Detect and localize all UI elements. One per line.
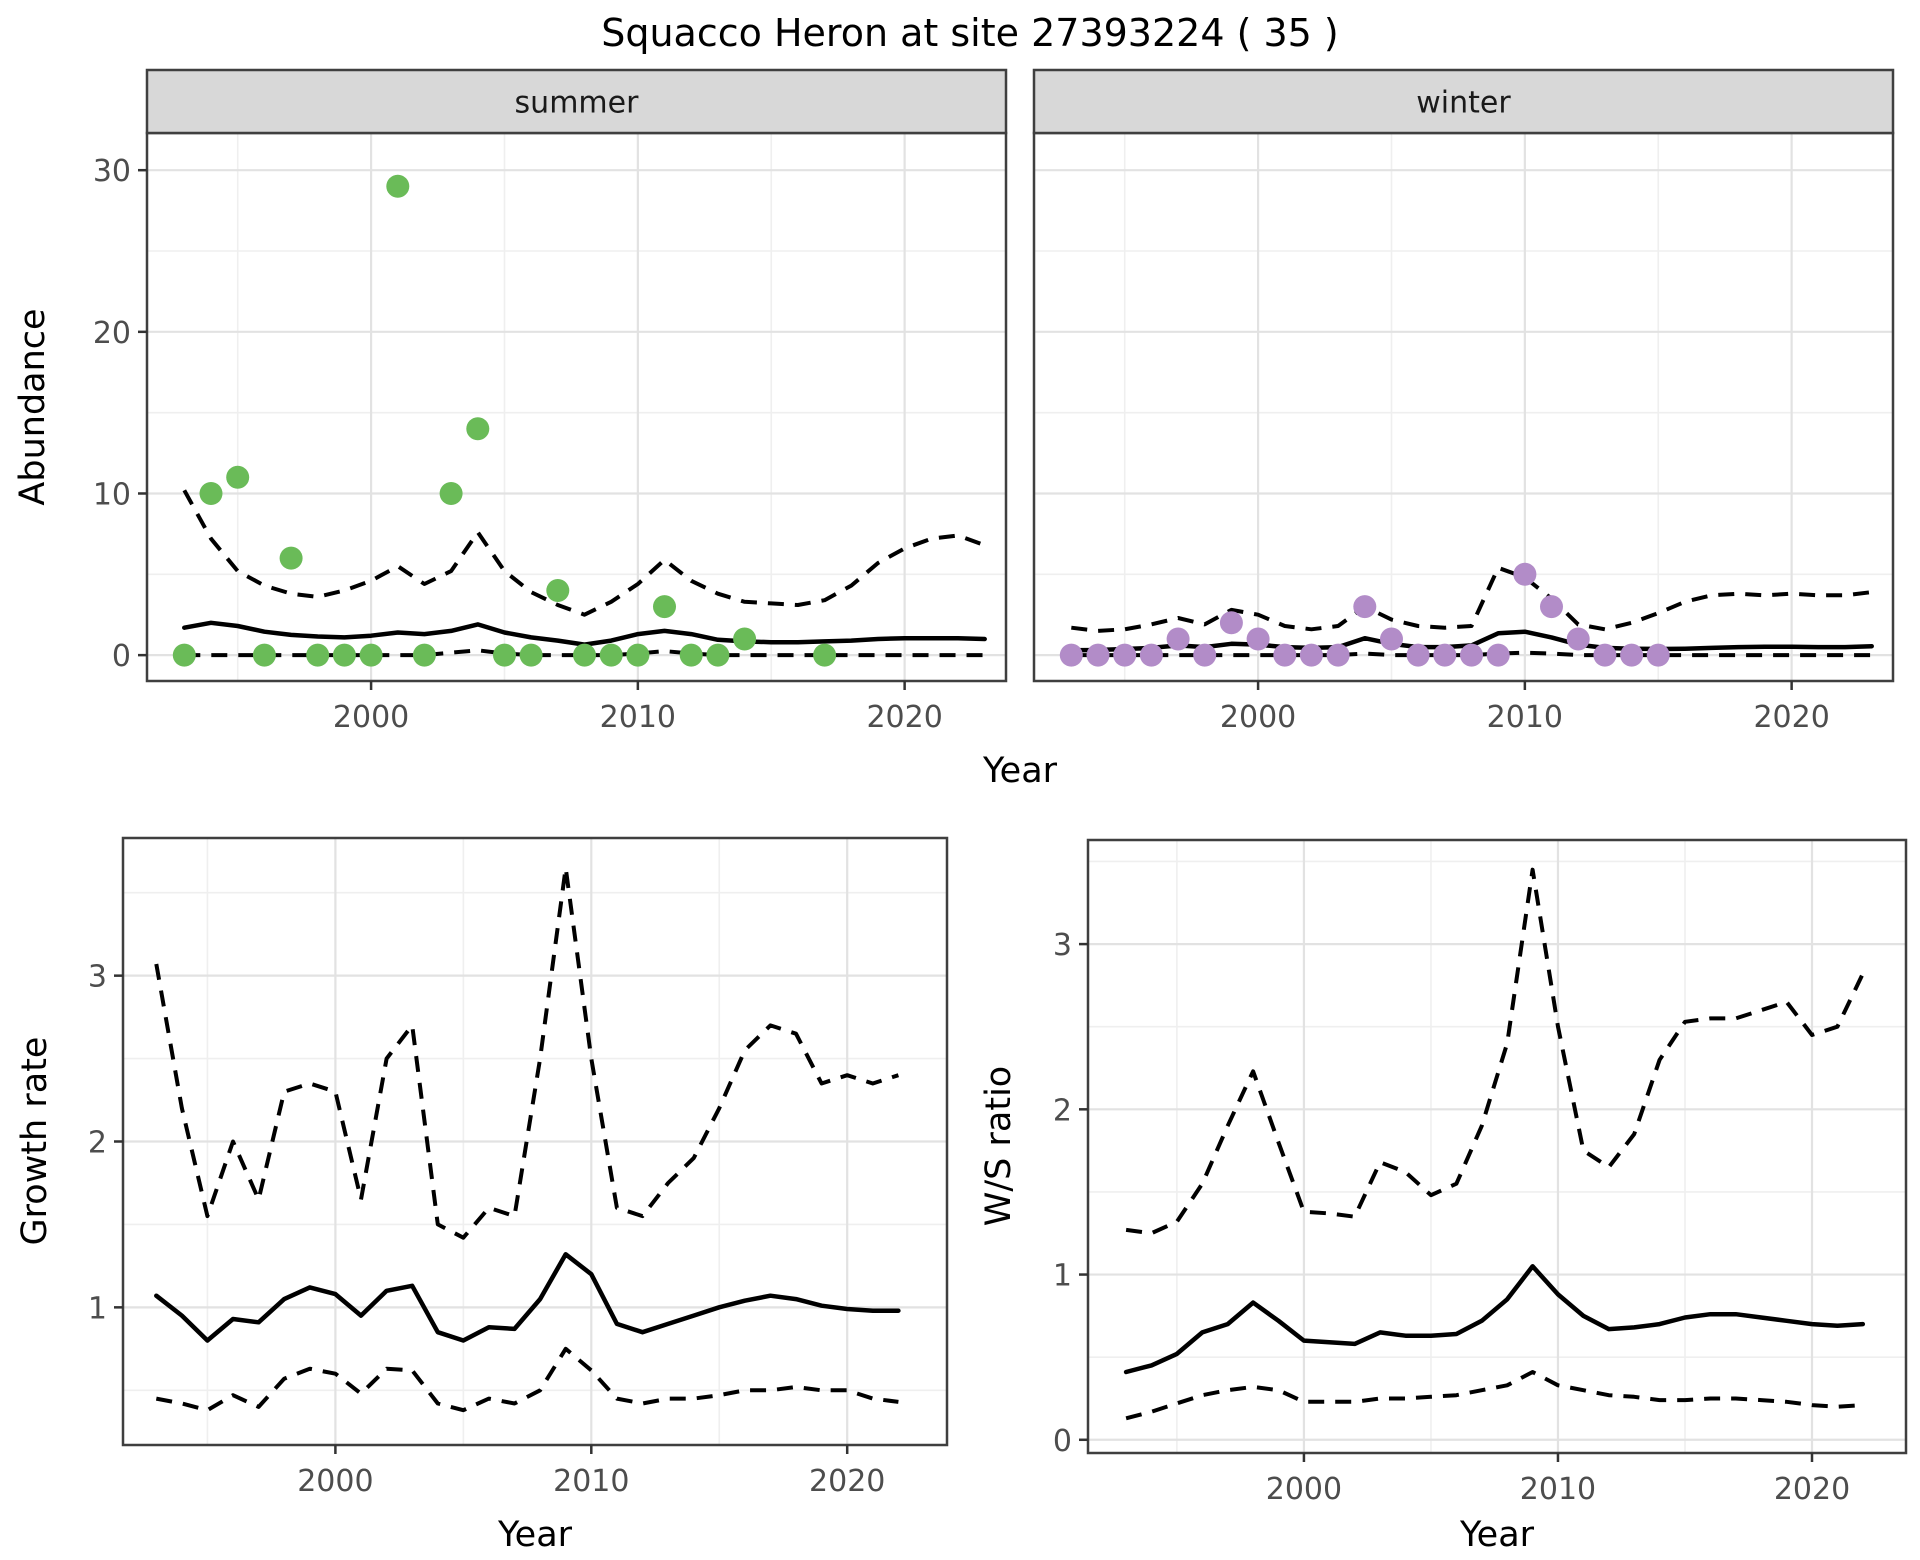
y-tick-label: 1 bbox=[1053, 1259, 1072, 1294]
ci-lower-line bbox=[1125, 1370, 1863, 1421]
y-tick-label: 0 bbox=[112, 639, 131, 674]
facet-strip bbox=[145, 68, 1008, 135]
observation-point bbox=[1246, 627, 1270, 651]
x-tick-label: 2000 bbox=[1266, 1472, 1342, 1507]
observation-point bbox=[1513, 562, 1537, 586]
x-tick-label: 2020 bbox=[1753, 700, 1829, 735]
observation-point bbox=[332, 643, 356, 667]
observation-point bbox=[1193, 643, 1217, 667]
observation-point bbox=[466, 417, 490, 441]
x-tick-label: 2010 bbox=[1487, 700, 1563, 735]
y-tick-label: 2 bbox=[88, 1126, 107, 1161]
x-tick-label: 2010 bbox=[600, 700, 676, 735]
y-tick-label: 0 bbox=[1053, 1424, 1072, 1459]
observation-point bbox=[1406, 643, 1430, 667]
y-tick-label: 1 bbox=[88, 1291, 107, 1326]
observation-point bbox=[1566, 627, 1590, 651]
observation-point bbox=[1139, 643, 1163, 667]
abundance-x-axis-title: Year bbox=[982, 751, 1058, 791]
ci-upper-line bbox=[182, 489, 986, 617]
panel-background bbox=[147, 133, 1006, 681]
observation-point bbox=[279, 546, 303, 570]
observation-point bbox=[359, 643, 383, 667]
observation-point bbox=[172, 643, 196, 667]
observation-point bbox=[626, 643, 650, 667]
panel-border bbox=[1086, 838, 1908, 1455]
panel-abundance-summer: summer 2000 2010 2020 0 10 20 30 bbox=[93, 68, 1008, 735]
ci-upper-line bbox=[154, 865, 900, 1240]
observation-point bbox=[813, 643, 837, 667]
ci-upper-line bbox=[1071, 565, 1872, 633]
observation-point bbox=[653, 595, 676, 619]
ws-ratio-y-axis-title: W/S ratio bbox=[979, 1066, 1019, 1226]
panel-background bbox=[1088, 840, 1906, 1453]
facet-strip-label: winter bbox=[1416, 86, 1511, 121]
observation-point bbox=[1113, 643, 1137, 667]
observation-point bbox=[1326, 643, 1350, 667]
median-line bbox=[154, 1252, 901, 1343]
observation-point bbox=[493, 643, 516, 667]
y-tick-label: 20 bbox=[93, 316, 131, 351]
panel-background bbox=[1034, 133, 1893, 681]
observation-point bbox=[679, 643, 703, 667]
panel-growth-rate: 2000 2010 2020 1 2 3 bbox=[88, 836, 949, 1499]
observation-point bbox=[252, 643, 276, 667]
observation-point bbox=[439, 482, 463, 505]
observation-point bbox=[1646, 643, 1670, 667]
chart-title: Squacco Heron at site 27393224 ( 35 ) bbox=[601, 11, 1339, 55]
observation-point bbox=[1460, 643, 1483, 667]
ws-ratio-x-axis-title: Year bbox=[1459, 1515, 1535, 1555]
observation-point bbox=[1299, 643, 1323, 667]
x-tick-label: 2020 bbox=[809, 1464, 885, 1499]
observation-point bbox=[1433, 643, 1457, 667]
ci-lower-line bbox=[155, 1346, 899, 1413]
x-tick-label: 2010 bbox=[1520, 1472, 1596, 1507]
y-tick-label: 3 bbox=[1053, 928, 1072, 963]
observation-point bbox=[1219, 611, 1243, 635]
observation-point bbox=[733, 627, 757, 651]
y-tick-label: 30 bbox=[93, 154, 131, 189]
y-tick-label: 2 bbox=[1053, 1093, 1072, 1128]
observation-point bbox=[1353, 595, 1377, 619]
observation-point bbox=[226, 465, 250, 489]
observation-point bbox=[1273, 643, 1297, 667]
observation-point bbox=[386, 174, 410, 198]
facet-strip-label: summer bbox=[515, 86, 640, 121]
observation-point bbox=[599, 643, 623, 667]
observation-point bbox=[1059, 643, 1083, 667]
x-tick-label: 2010 bbox=[553, 1464, 629, 1499]
observation-point bbox=[1486, 643, 1510, 667]
observation-point bbox=[1086, 643, 1110, 667]
observation-point bbox=[1166, 627, 1190, 651]
growth-rate-y-axis-title: Growth rate bbox=[15, 1037, 55, 1246]
observation-point bbox=[306, 643, 330, 667]
growth-rate-x-axis-title: Year bbox=[497, 1515, 573, 1555]
observation-point bbox=[1380, 627, 1403, 651]
observation-point bbox=[1540, 595, 1563, 619]
observation-point bbox=[706, 643, 730, 667]
y-tick-label: 10 bbox=[93, 477, 131, 512]
x-tick-label: 2020 bbox=[1774, 1472, 1850, 1507]
x-tick-label: 2000 bbox=[297, 1464, 373, 1499]
observation-point bbox=[1620, 643, 1644, 667]
panel-abundance-winter: winter 2000 2010 2020 bbox=[1032, 68, 1895, 735]
observation-point bbox=[412, 643, 436, 667]
y-tick-label: 3 bbox=[88, 960, 107, 995]
x-tick-label: 2020 bbox=[866, 700, 942, 735]
observation-point bbox=[1593, 643, 1617, 667]
ci-upper-line bbox=[1125, 867, 1865, 1236]
x-tick-label: 2000 bbox=[333, 700, 409, 735]
observation-point bbox=[519, 643, 543, 667]
observation-point bbox=[199, 482, 223, 505]
observation-point bbox=[573, 643, 596, 667]
observation-point bbox=[546, 579, 570, 602]
x-tick-label: 2000 bbox=[1220, 700, 1296, 735]
facet-strip bbox=[1032, 68, 1895, 135]
abundance-y-axis-title: Abundance bbox=[13, 308, 53, 505]
median-line bbox=[1123, 1264, 1866, 1375]
panel-ws-ratio: 2000 2010 2020 0 1 2 3 bbox=[1053, 838, 1908, 1507]
